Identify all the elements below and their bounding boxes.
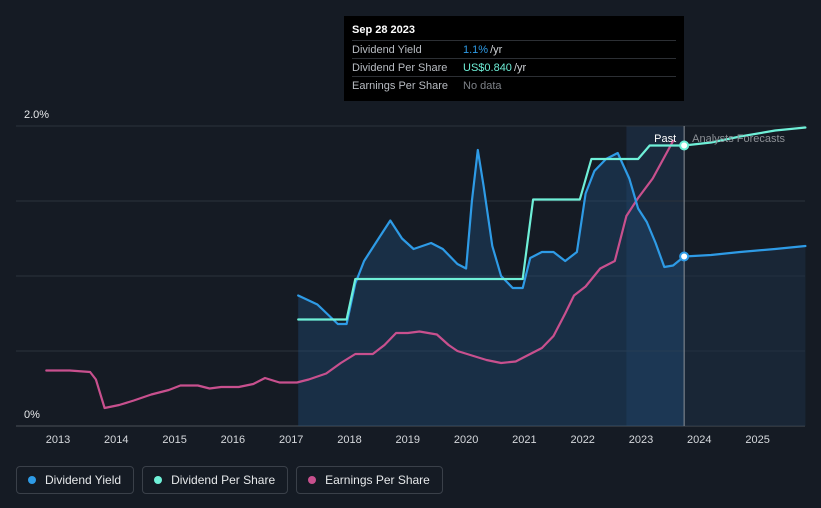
marker-dot	[679, 251, 690, 262]
yield-area	[298, 150, 806, 426]
past-label: Past	[654, 133, 676, 145]
marker-dots	[679, 140, 690, 262]
x-tick-label: 2024	[687, 434, 711, 446]
y-tick-label: 2.0%	[24, 109, 49, 121]
forecast-label: Analysts Forecasts	[692, 133, 785, 145]
tooltip-row-dividend-per-share: Dividend Per Share US$0.840 /yr	[352, 58, 676, 76]
forecast-yield-area	[684, 246, 806, 426]
x-tick-label: 2017	[279, 434, 303, 446]
legend-dividend-yield[interactable]: Dividend Yield	[16, 466, 135, 494]
tooltip-value: 1.1%	[463, 43, 489, 56]
x-tick-label: 2023	[629, 434, 653, 446]
marker-dot	[679, 140, 690, 151]
tooltip-label: Earnings Per Share	[352, 79, 448, 92]
legend: Dividend Yield Dividend Per Share Earnin…	[16, 466, 443, 494]
tooltip-row-dividend-yield: Dividend Yield 1.1% /yr	[352, 40, 676, 58]
tooltip-row-earnings-per-share: Earnings Per Share No data	[352, 76, 676, 94]
y-tick-label: 0%	[24, 409, 40, 421]
dividend-yield-area	[298, 150, 685, 426]
dividend-yield-forecast-line	[683, 244, 807, 258]
dividend-per-share-line	[297, 144, 686, 321]
tooltip-date: Sep 28 2023	[352, 24, 415, 36]
y-axis: 2.0% 0%	[24, 109, 49, 421]
legend-earnings-per-share[interactable]: Earnings Per Share	[296, 466, 443, 494]
grid-lines	[16, 125, 805, 427]
legend-dot-icon	[154, 476, 163, 484]
x-tick-label: 2013	[46, 434, 70, 446]
legend-dot-icon	[308, 476, 317, 484]
x-tick-label: 2021	[512, 434, 536, 446]
dividend-per-share-forecast-line	[683, 126, 807, 147]
tooltip-unit: /yr	[490, 43, 503, 56]
x-tick-label: 2022	[570, 434, 594, 446]
tooltip-label: Dividend Per Share	[352, 61, 448, 74]
tooltip-value: US$0.840	[463, 61, 512, 74]
legend-dividend-per-share[interactable]: Dividend Per Share	[142, 466, 289, 494]
tooltip-unit: /yr	[513, 61, 527, 74]
x-tick-label: 2025	[745, 434, 769, 446]
x-tick-label: 2020	[454, 434, 478, 446]
tooltip-value: No data	[463, 79, 502, 92]
tooltip: Sep 28 2023 Dividend Yield 1.1% /yr Divi…	[344, 16, 684, 101]
legend-label: Dividend Yield	[45, 473, 122, 487]
earnings-per-share-line	[45, 139, 675, 410]
x-tick-label: 2019	[396, 434, 420, 446]
series-lines	[45, 126, 807, 410]
x-tick-label: 2018	[337, 434, 361, 446]
x-tick-label: 2015	[162, 434, 186, 446]
x-tick-label: 2016	[221, 434, 245, 446]
legend-label: Dividend Per Share	[171, 473, 276, 487]
tooltip-label: Dividend Yield	[352, 43, 422, 56]
legend-dot-icon	[28, 476, 36, 484]
x-axis: 2013 2014 2015 2016 2017 2018 2019 2020 2021 2022…	[46, 434, 770, 446]
dividend-yield-line	[297, 148, 686, 326]
x-tick-label: 2014	[104, 434, 128, 446]
legend-label: Earnings Per Share	[325, 473, 430, 487]
